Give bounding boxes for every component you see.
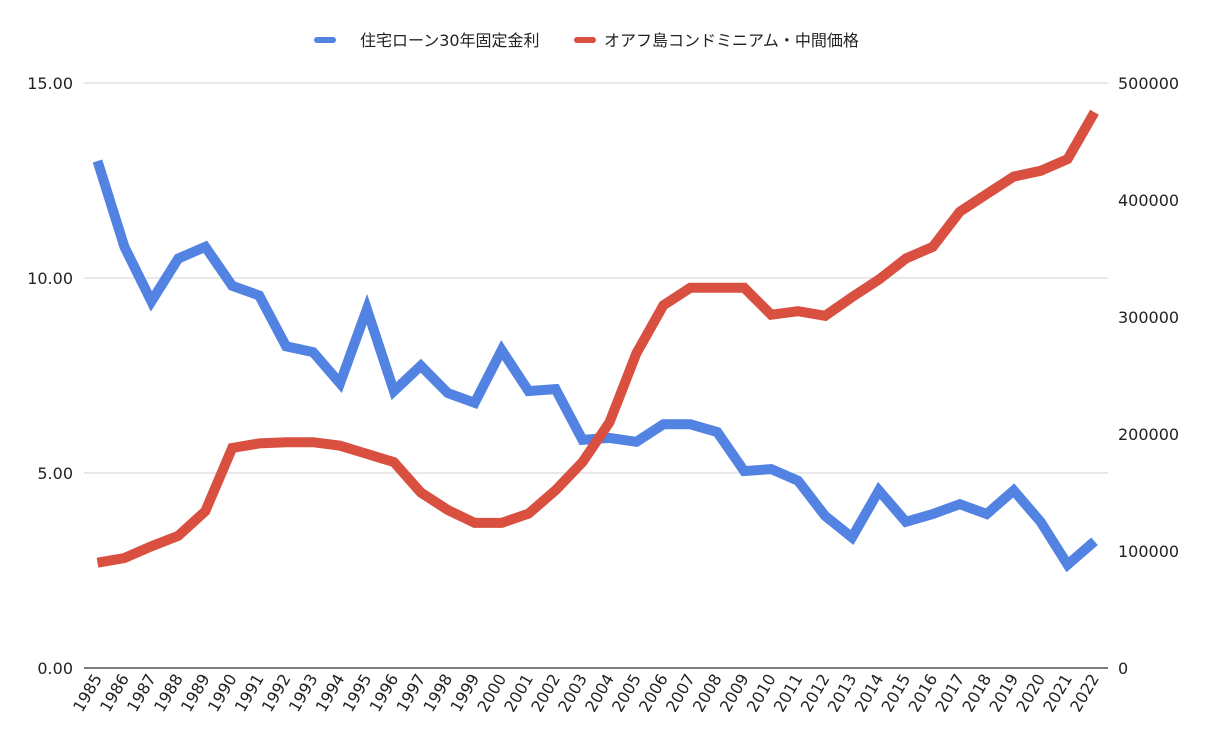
series-line-2 [96,109,1099,568]
y-right-tick-label: 0 [1118,659,1128,678]
y-left-tick-label: 0.00 [37,659,73,678]
y-left-tick-label: 5.00 [37,464,73,483]
x-tick-label: 2022 [1066,671,1103,716]
series-line-1 [92,159,1098,573]
legend: 住宅ローン30年固定金利 オアフ島コンドミニアム・中間価格 [314,31,859,50]
y-left-tick-label: 10.00 [27,269,73,288]
legend-swatch [314,37,336,43]
y-right-tick-label: 100000 [1118,542,1179,561]
y-right-tick-label: 300000 [1118,308,1179,327]
y-right-tick-label: 200000 [1118,425,1179,444]
gridlines [84,82,1108,474]
legend-label: 住宅ローン30年固定金利 [360,31,540,50]
series-lines [92,109,1099,573]
y-right-tick-label: 500000 [1118,74,1179,93]
legend-swatch [574,37,596,43]
axes: 0.00 5.00 10.00 15.00 0 100000 200000 300000 400… [27,74,1179,715]
y-left-tick-label: 15.00 [27,74,73,93]
legend-label: オアフ島コンドミニアム・中間価格 [604,31,859,50]
y-right-tick-label: 400000 [1118,191,1179,210]
